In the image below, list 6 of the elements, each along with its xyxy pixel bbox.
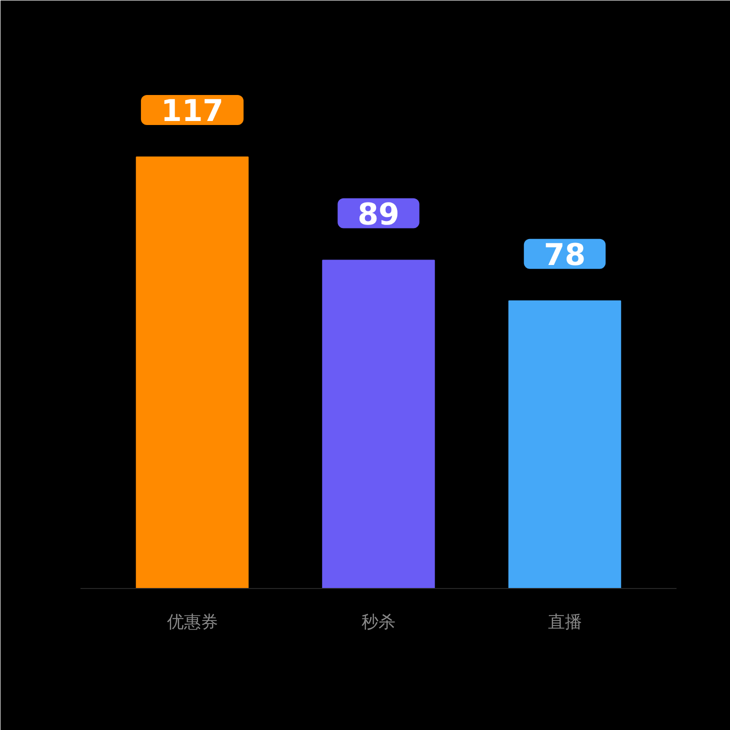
data-label: 89 [358,197,400,232]
x-tick-label: 直播 [548,612,582,632]
data-label: 117 [160,94,224,130]
x-tick-label: 秒杀 [362,612,396,632]
data-label: 78 [544,238,586,273]
x-tick-label: 优惠券 [166,612,218,632]
